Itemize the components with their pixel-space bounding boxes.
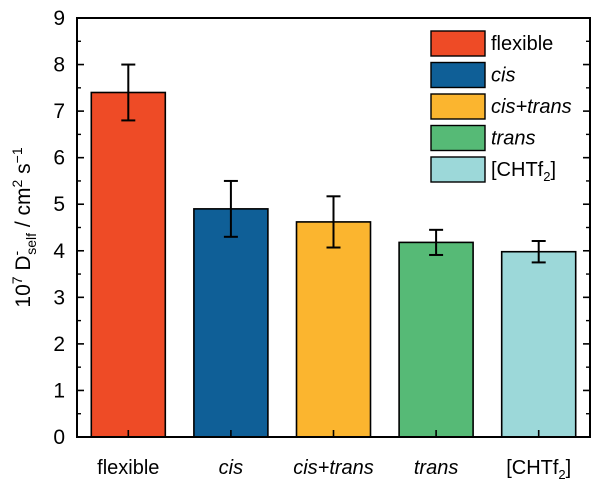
y-tick-label: 4 [53,240,65,263]
legend-label: [CHTf2] [491,159,556,184]
y-axis-title: 107 D-self / cm2 s−1 [8,147,39,307]
y-tick-label: 0 [53,426,65,449]
bar [500,250,577,438]
bar [398,241,474,438]
legend-swatch [430,124,486,152]
x-tick-label: cis [219,457,243,479]
y-axis-label: 107 D-self / cm2 s−1 [8,147,39,307]
legend-label: cis [491,65,515,87]
x-tick-label: cis+trans [293,457,374,479]
plot-frame [76,17,591,438]
legend-swatch [430,61,486,89]
legend-swatch [430,30,486,57]
legend-label: flexible [491,33,553,55]
y-tick-label: 8 [53,54,65,77]
y-tick-label: 7 [53,100,65,123]
y-tick-label: 5 [53,193,65,216]
y-tick-label: 3 [53,286,65,309]
legend-label: trans [491,128,535,150]
bar [295,221,372,438]
legend: flexible cis cis+trans trans [CHTf2] [430,30,572,184]
error-bars [121,63,546,264]
y-tick-label: 6 [53,147,65,170]
x-tick-label: [CHTf2] [506,457,571,482]
bar [193,208,269,438]
y-tick-label: 1 [53,379,65,402]
y-tick-label: 9 [53,7,65,30]
x-ticks: flexible cis cis+trans trans [CHTf2] [97,430,571,482]
y-tick-label: 2 [53,333,65,356]
legend-label: cis+trans [491,96,572,118]
x-tick-label: trans [414,457,458,479]
bar [90,91,167,438]
legend-swatch [430,93,486,120]
legend-swatch [430,156,486,183]
x-tick-label: flexible [97,457,159,479]
y-ticks: 0 1 2 3 4 5 6 7 8 9 [53,7,590,449]
